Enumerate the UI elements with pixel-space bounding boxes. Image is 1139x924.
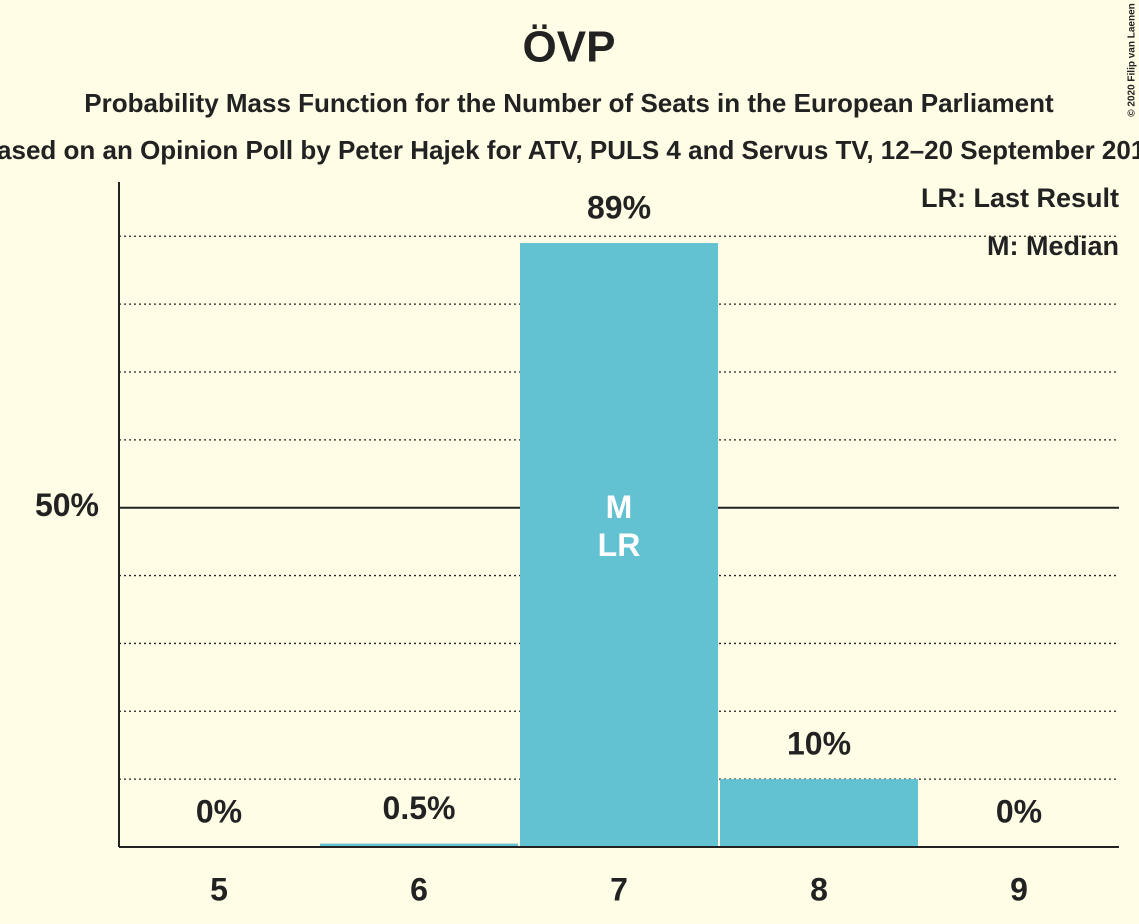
chart-subtitle: Based on an Opinion Poll by Peter Hajek … [0, 135, 1139, 165]
legend-entry: LR: Last Result [921, 183, 1119, 213]
chart-title: ÖVP [523, 23, 616, 72]
y-tick-label: 50% [35, 487, 99, 523]
bar [320, 843, 518, 847]
value-label: 0.5% [383, 790, 456, 826]
last-result-marker: LR [598, 527, 641, 563]
copyright: © 2020 Filip van Laenen [1127, 3, 1138, 117]
value-label: 0% [996, 793, 1042, 829]
value-label: 10% [787, 726, 851, 762]
x-tick-label: 9 [1010, 871, 1028, 907]
x-tick-label: 7 [610, 871, 628, 907]
value-label: 0% [196, 793, 242, 829]
x-tick-label: 6 [410, 871, 428, 907]
chart-subtitle: Probability Mass Function for the Number… [84, 88, 1054, 118]
x-tick-label: 5 [210, 871, 228, 907]
x-tick-label: 8 [810, 871, 828, 907]
bar [720, 779, 918, 847]
legend-entry: M: Median [987, 231, 1119, 261]
median-marker: M [606, 489, 633, 525]
value-label: 89% [587, 190, 651, 226]
bar [520, 243, 718, 848]
